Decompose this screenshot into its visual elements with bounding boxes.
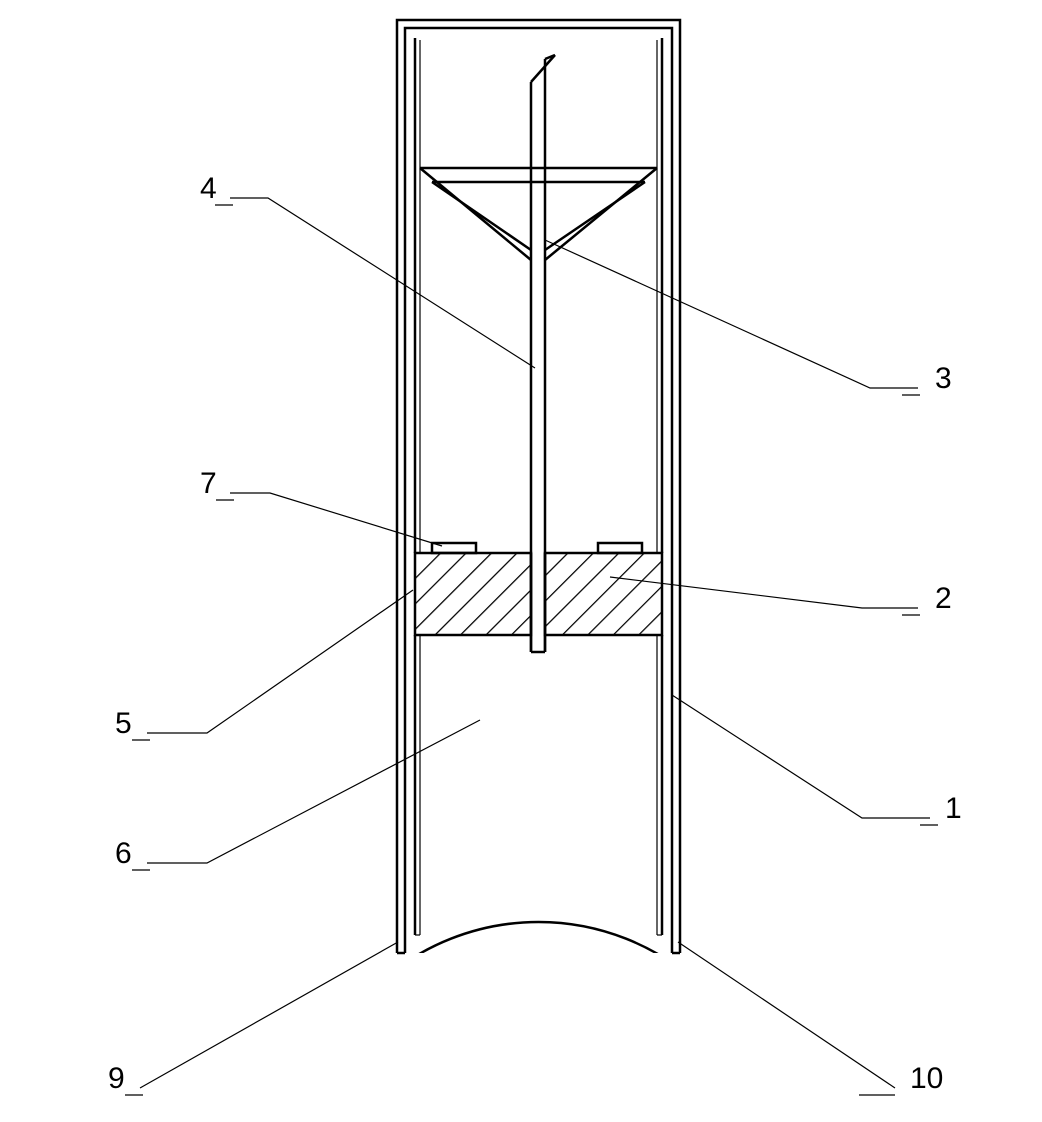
- leader-7: [230, 493, 442, 546]
- label-7: 7: [200, 467, 217, 500]
- label-3: 3: [935, 362, 952, 395]
- label-9: 9: [108, 1062, 125, 1095]
- label-1: 1: [945, 792, 962, 825]
- label-4: 4: [200, 172, 217, 205]
- leader-4: [230, 198, 535, 368]
- leader-5: [147, 590, 413, 733]
- leader-3: [545, 240, 918, 388]
- label-10: 10: [910, 1062, 943, 1095]
- label-6: 6: [115, 837, 132, 870]
- leader-10: [678, 942, 895, 1088]
- technical-drawing: [301, 553, 777, 1122]
- leader-1: [672, 695, 930, 818]
- label-5: 5: [115, 707, 132, 740]
- leader-9: [140, 942, 398, 1088]
- label-2: 2: [935, 582, 952, 615]
- leader-6: [147, 720, 480, 863]
